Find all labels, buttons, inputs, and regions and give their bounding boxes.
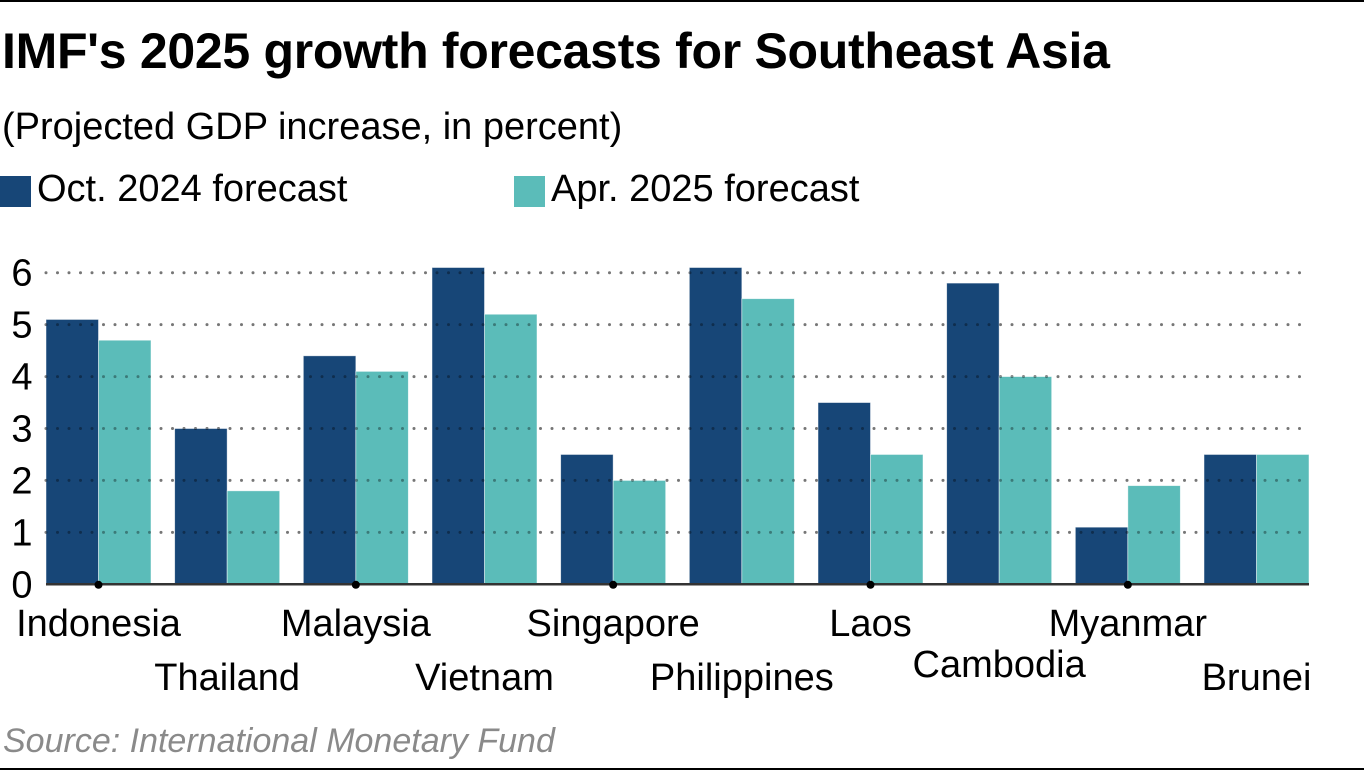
bar-indonesia-oct-2024 bbox=[45, 319, 99, 585]
legend-label-apr-2025: Apr. 2025 forecast bbox=[551, 168, 860, 210]
legend-swatch-apr-2025 bbox=[514, 176, 545, 207]
legend-label-oct-2024: Oct. 2024 forecast bbox=[37, 168, 348, 210]
x-label-thailand: Thailand bbox=[154, 657, 300, 699]
gridlines-overlay bbox=[44, 271, 1311, 534]
bar-brunei-apr-2025 bbox=[1256, 454, 1310, 585]
bar-malaysia-apr-2025 bbox=[355, 370, 409, 585]
x-label-brunei: Brunei bbox=[1202, 657, 1312, 699]
y-axis-ticks: 0 1 2 3 4 5 6 bbox=[11, 253, 32, 607]
bar-cambodia-oct-2024 bbox=[946, 282, 1000, 585]
bar-indonesia-apr-2025 bbox=[98, 339, 152, 585]
y-tick-label-2: 2 bbox=[11, 460, 32, 502]
y-tick-label-5: 5 bbox=[11, 305, 32, 347]
bottom-border bbox=[0, 768, 1364, 770]
bar-singapore-oct-2024 bbox=[560, 454, 614, 585]
legend-item-oct-2024: Oct. 2024 forecast bbox=[0, 168, 348, 211]
bar-philippines-oct-2024 bbox=[688, 267, 743, 585]
gridlines bbox=[44, 271, 1311, 534]
chart-subtitle: (Projected GDP increase, in percent) bbox=[2, 106, 623, 148]
x-label-myanmar: Myanmar bbox=[1049, 603, 1208, 645]
bar-philippines-apr-2025 bbox=[741, 298, 795, 585]
chart-title: IMF's 2025 growth forecasts for Southeas… bbox=[2, 23, 1110, 79]
x-tick-dot-malaysia bbox=[351, 580, 360, 589]
top-border bbox=[0, 0, 1364, 2]
x-tick-dot-myanmar bbox=[1123, 580, 1132, 589]
y-tick-label-0: 0 bbox=[11, 564, 32, 606]
x-label-vietnam: Vietnam bbox=[415, 657, 554, 699]
x-tick-dot-singapore bbox=[609, 580, 618, 589]
x-label-malaysia: Malaysia bbox=[281, 603, 432, 645]
y-tick-label-4: 4 bbox=[11, 357, 32, 399]
bar-vietnam-oct-2024 bbox=[431, 267, 485, 585]
legend-swatch-oct-2024 bbox=[0, 176, 31, 207]
bar-vietnam-apr-2025 bbox=[484, 313, 538, 585]
x-tick-dot-indonesia bbox=[94, 580, 103, 589]
y-tick-label-3: 3 bbox=[11, 409, 32, 451]
x-label-philippines: Philippines bbox=[650, 657, 834, 699]
bar-thailand-oct-2024 bbox=[174, 428, 228, 585]
x-axis-labels: Indonesia Thailand Malaysia Vietnam Singapor… bbox=[16, 603, 1311, 699]
bar-brunei-oct-2024 bbox=[1203, 454, 1257, 585]
bar-myanmar-apr-2025 bbox=[1127, 485, 1181, 585]
bars bbox=[45, 267, 1310, 585]
bar-laos-apr-2025 bbox=[870, 454, 924, 585]
x-label-cambodia: Cambodia bbox=[913, 644, 1087, 686]
x-axis bbox=[46, 580, 1309, 589]
x-tick-dot-laos bbox=[866, 580, 875, 589]
source-note: Source: International Monetary Fund bbox=[3, 722, 555, 760]
bar-myanmar-oct-2024 bbox=[1074, 526, 1129, 585]
x-label-laos: Laos bbox=[829, 603, 911, 645]
y-tick-label-6: 6 bbox=[11, 253, 32, 295]
bar-thailand-apr-2025 bbox=[226, 490, 281, 585]
y-tick-label-1: 1 bbox=[11, 512, 32, 554]
x-label-indonesia: Indonesia bbox=[16, 603, 182, 645]
legend-item-apr-2025: Apr. 2025 forecast bbox=[514, 168, 859, 211]
bar-malaysia-oct-2024 bbox=[302, 355, 357, 585]
x-label-singapore: Singapore bbox=[527, 603, 700, 645]
bar-cambodia-apr-2025 bbox=[998, 376, 1053, 585]
